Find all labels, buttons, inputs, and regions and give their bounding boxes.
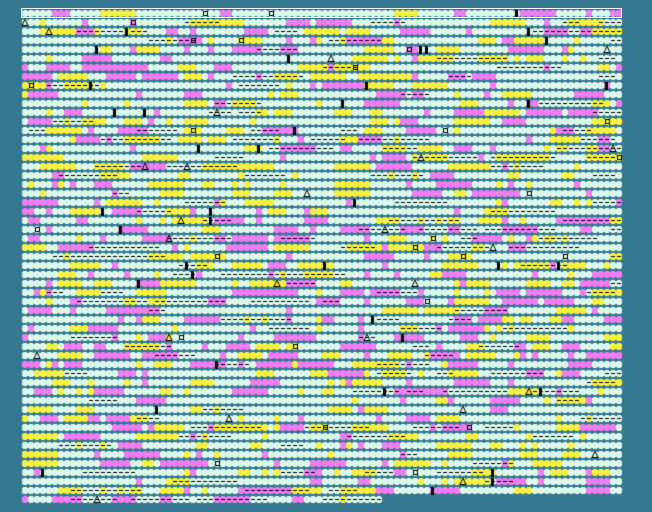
game-board[interactable] <box>0 0 652 512</box>
